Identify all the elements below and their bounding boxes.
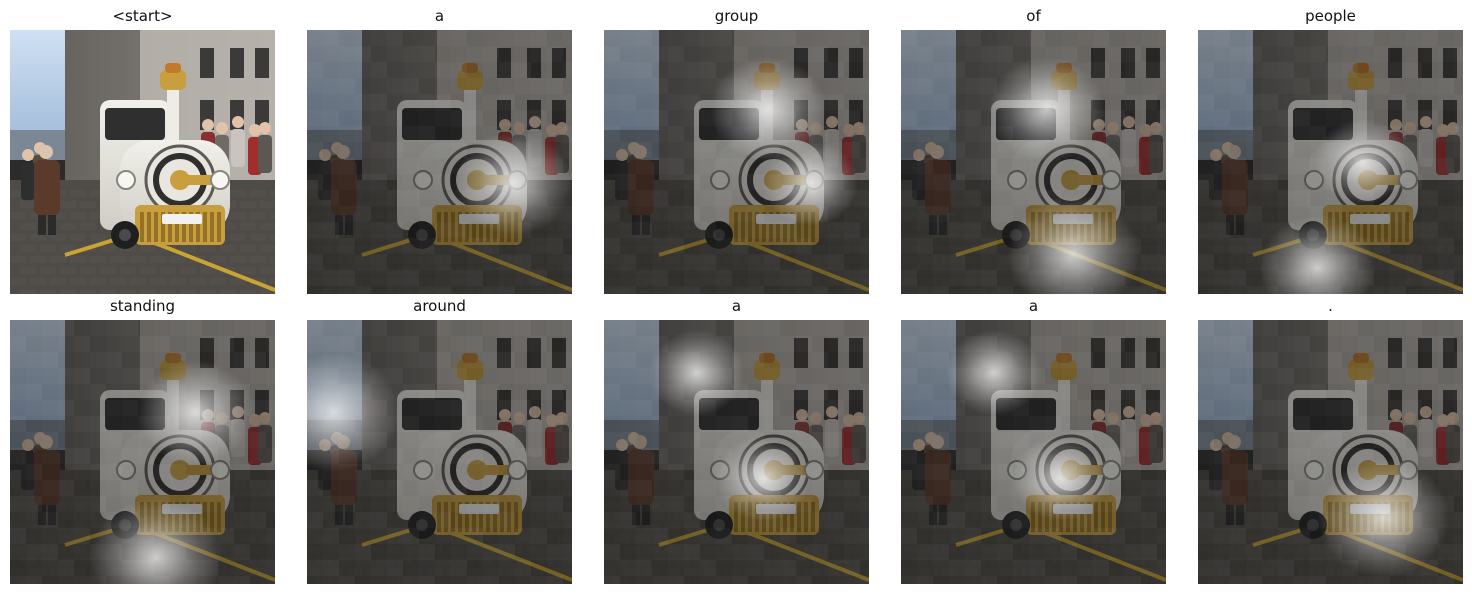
panel-title: a xyxy=(731,297,742,315)
train-scene xyxy=(604,30,869,294)
train-scene xyxy=(604,320,869,584)
panel-title: group xyxy=(714,7,759,25)
train-scene xyxy=(10,320,275,584)
panel-title: a xyxy=(434,7,445,25)
attention-panel: of xyxy=(901,0,1166,294)
attention-panel: . xyxy=(1198,290,1463,584)
attention-panel: group xyxy=(604,0,869,294)
train-scene xyxy=(901,320,1166,584)
panel-title: people xyxy=(1305,7,1356,25)
attention-image xyxy=(307,320,572,584)
train-scene xyxy=(307,320,572,584)
train-scene xyxy=(1198,30,1463,294)
panel-title: of xyxy=(1026,7,1041,25)
attention-panel: a xyxy=(901,290,1166,584)
attention-image xyxy=(901,320,1166,584)
attention-image xyxy=(1198,30,1463,294)
panel-title: <start> xyxy=(112,7,173,25)
attention-image xyxy=(1198,320,1463,584)
attention-image xyxy=(307,30,572,294)
panel-title: around xyxy=(413,297,466,315)
attention-panel: a xyxy=(604,290,869,584)
train-scene xyxy=(1198,320,1463,584)
panel-title: standing xyxy=(109,297,176,315)
attention-panel: people xyxy=(1198,0,1463,294)
attention-image xyxy=(604,30,869,294)
attention-image xyxy=(901,30,1166,294)
train-scene xyxy=(10,30,275,294)
train-scene xyxy=(307,30,572,294)
attention-image xyxy=(10,30,275,294)
attention-panel: a xyxy=(307,0,572,294)
attention-image xyxy=(10,320,275,584)
attention-panel: <start> xyxy=(10,0,275,294)
attention-figure-grid: <start> a group of people standing aroun… xyxy=(10,0,1463,594)
train-scene xyxy=(901,30,1166,294)
attention-image xyxy=(604,320,869,584)
attention-panel: around xyxy=(307,290,572,584)
panel-title: a xyxy=(1028,297,1039,315)
attention-panel: standing xyxy=(10,290,275,584)
panel-title: . xyxy=(1328,297,1333,315)
